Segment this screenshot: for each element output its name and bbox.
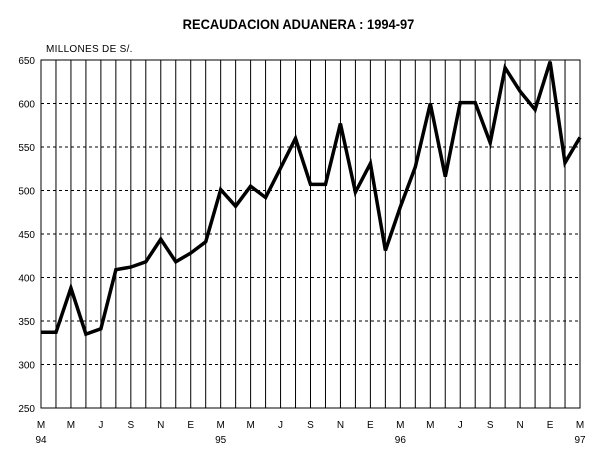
- series-line: [41, 61, 582, 337]
- x-year-label: 95: [215, 435, 227, 446]
- x-tick-label: M: [37, 420, 45, 431]
- x-tick-label: M: [396, 420, 404, 431]
- y-tick-label: 600: [18, 100, 35, 111]
- x-tick-label: M: [246, 420, 254, 431]
- y-tick-label: 400: [18, 274, 35, 285]
- x-year-label: 97: [574, 435, 586, 446]
- x-tick-label: M: [216, 420, 224, 431]
- y-tick-label: 250: [18, 404, 35, 415]
- y-tick-label: 500: [18, 187, 35, 198]
- x-year-label: 96: [395, 435, 407, 446]
- x-tick-label: S: [127, 420, 134, 431]
- y-tick-label: 300: [18, 361, 35, 372]
- y-tick-label: 650: [18, 56, 35, 67]
- x-tick-label: J: [98, 420, 103, 431]
- chart-title: RECAUDACION ADUANERA : 1994-97: [182, 16, 415, 32]
- y-tick-label: 450: [18, 230, 35, 241]
- x-tick-label: J: [458, 420, 463, 431]
- x-tick-label: N: [157, 420, 164, 431]
- x-tick-label: N: [337, 420, 344, 431]
- y-axis-unit-label: MILLONES DE S/.: [46, 44, 133, 55]
- x-tick-label: S: [487, 420, 494, 431]
- x-tick-label: M: [576, 420, 584, 431]
- x-tick-label: M: [67, 420, 75, 431]
- x-tick-label: M: [426, 420, 434, 431]
- y-tick-label: 350: [18, 317, 35, 328]
- x-year-label: 94: [35, 435, 47, 446]
- x-tick-label: E: [367, 420, 374, 431]
- x-tick-label: E: [547, 420, 554, 431]
- x-tick-label: N: [516, 420, 523, 431]
- plot-frame: [40, 59, 581, 409]
- x-tick-label: J: [278, 420, 283, 431]
- x-tick-label: S: [307, 420, 314, 431]
- x-tick-label: E: [187, 420, 194, 431]
- y-tick-label: 550: [18, 143, 35, 154]
